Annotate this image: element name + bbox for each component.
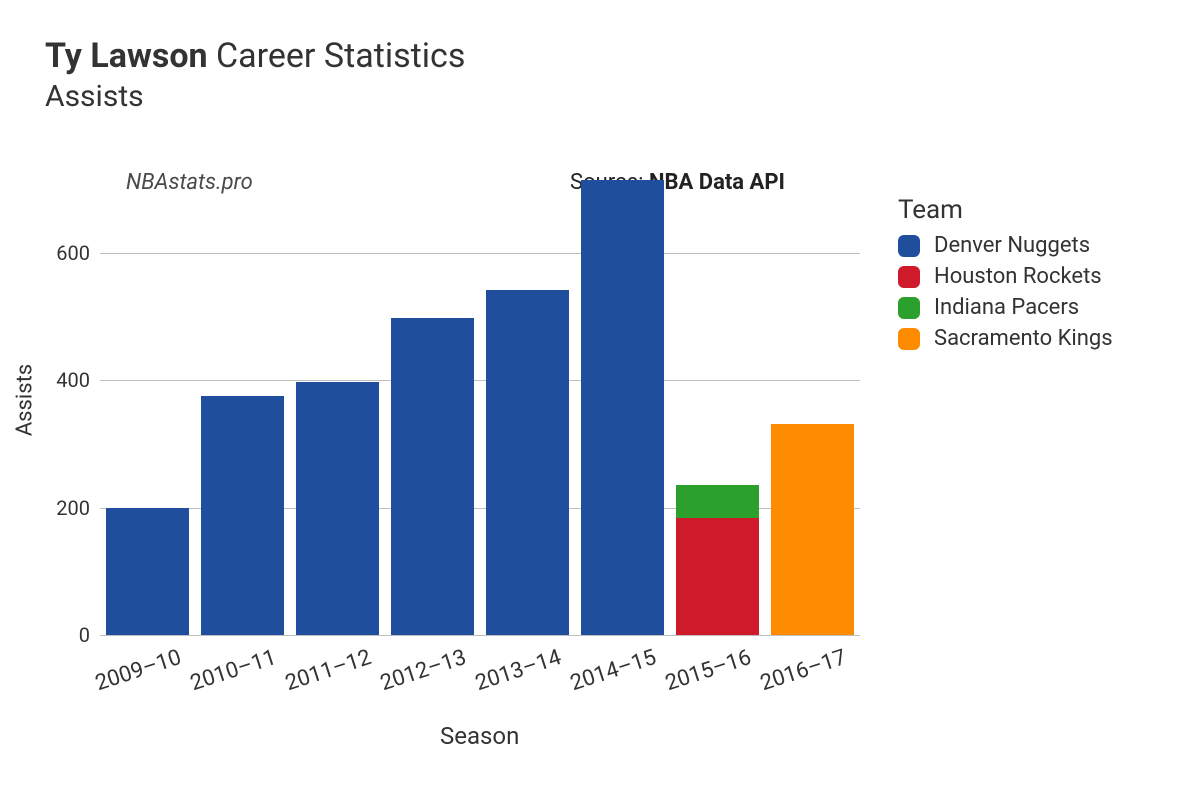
- bar: [201, 396, 285, 635]
- bar-segment: [486, 290, 570, 635]
- x-tick-label: 2012–13: [377, 645, 469, 696]
- bar: [296, 382, 380, 635]
- gridline: [100, 253, 860, 254]
- legend-item: Sacramento Kings: [898, 326, 1113, 351]
- legend-swatch: [898, 328, 920, 350]
- legend-label: Indiana Pacers: [934, 295, 1079, 320]
- chart-title: Ty Lawson Career Statistics: [45, 36, 465, 77]
- legend-swatch: [898, 266, 920, 288]
- gridline: [100, 380, 860, 381]
- legend-label: Denver Nuggets: [934, 233, 1090, 258]
- bar-segment: [201, 396, 285, 635]
- bar-segment: [676, 518, 760, 635]
- legend-swatch: [898, 235, 920, 257]
- legend: Team Denver Nuggets Houston Rockets Indian…: [898, 195, 1113, 357]
- chart-subtitle: Assists: [45, 79, 465, 114]
- legend-item: Indiana Pacers: [898, 295, 1113, 320]
- bar: [391, 318, 475, 635]
- y-tick-label: 200: [30, 496, 100, 520]
- x-tick-label: 2011–12: [282, 645, 374, 696]
- x-tick-label: 2013–14: [472, 645, 564, 696]
- bar-segment: [106, 508, 190, 635]
- plot-area: 02004006002009–102010–112011–122012–1320…: [100, 170, 860, 635]
- bar: [771, 424, 855, 635]
- bar-segment: [676, 485, 760, 518]
- x-tick-label: 2015–16: [662, 645, 754, 696]
- title-rest: Career Statistics: [216, 36, 465, 76]
- x-tick-label: 2016–17: [757, 645, 849, 696]
- title-block: Ty Lawson Career Statistics Assists: [45, 36, 465, 114]
- bar-segment: [771, 424, 855, 635]
- legend-item: Denver Nuggets: [898, 233, 1113, 258]
- x-tick-label: 2010–11: [187, 645, 279, 696]
- legend-label: Sacramento Kings: [934, 326, 1113, 351]
- bar: [106, 508, 190, 635]
- legend-swatch: [898, 297, 920, 319]
- y-tick-label: 600: [30, 241, 100, 265]
- bar-segment: [391, 318, 475, 635]
- x-tick-label: 2014–15: [567, 645, 659, 696]
- legend-title: Team: [898, 195, 1113, 225]
- bar: [486, 290, 570, 635]
- bar: [676, 485, 760, 635]
- bar-segment: [296, 382, 380, 635]
- x-tick-label: 2009–10: [92, 645, 184, 696]
- legend-item: Houston Rockets: [898, 264, 1113, 289]
- legend-label: Houston Rockets: [934, 264, 1102, 289]
- bar: [581, 180, 665, 635]
- title-player: Ty Lawson: [45, 36, 208, 76]
- chart-container: Ty Lawson Career Statistics Assists NBAs…: [0, 0, 1200, 800]
- bar-segment: [581, 180, 665, 635]
- y-tick-label: 400: [30, 368, 100, 392]
- y-tick-label: 0: [30, 623, 100, 647]
- gridline: [100, 635, 860, 636]
- x-axis-title: Season: [440, 722, 519, 750]
